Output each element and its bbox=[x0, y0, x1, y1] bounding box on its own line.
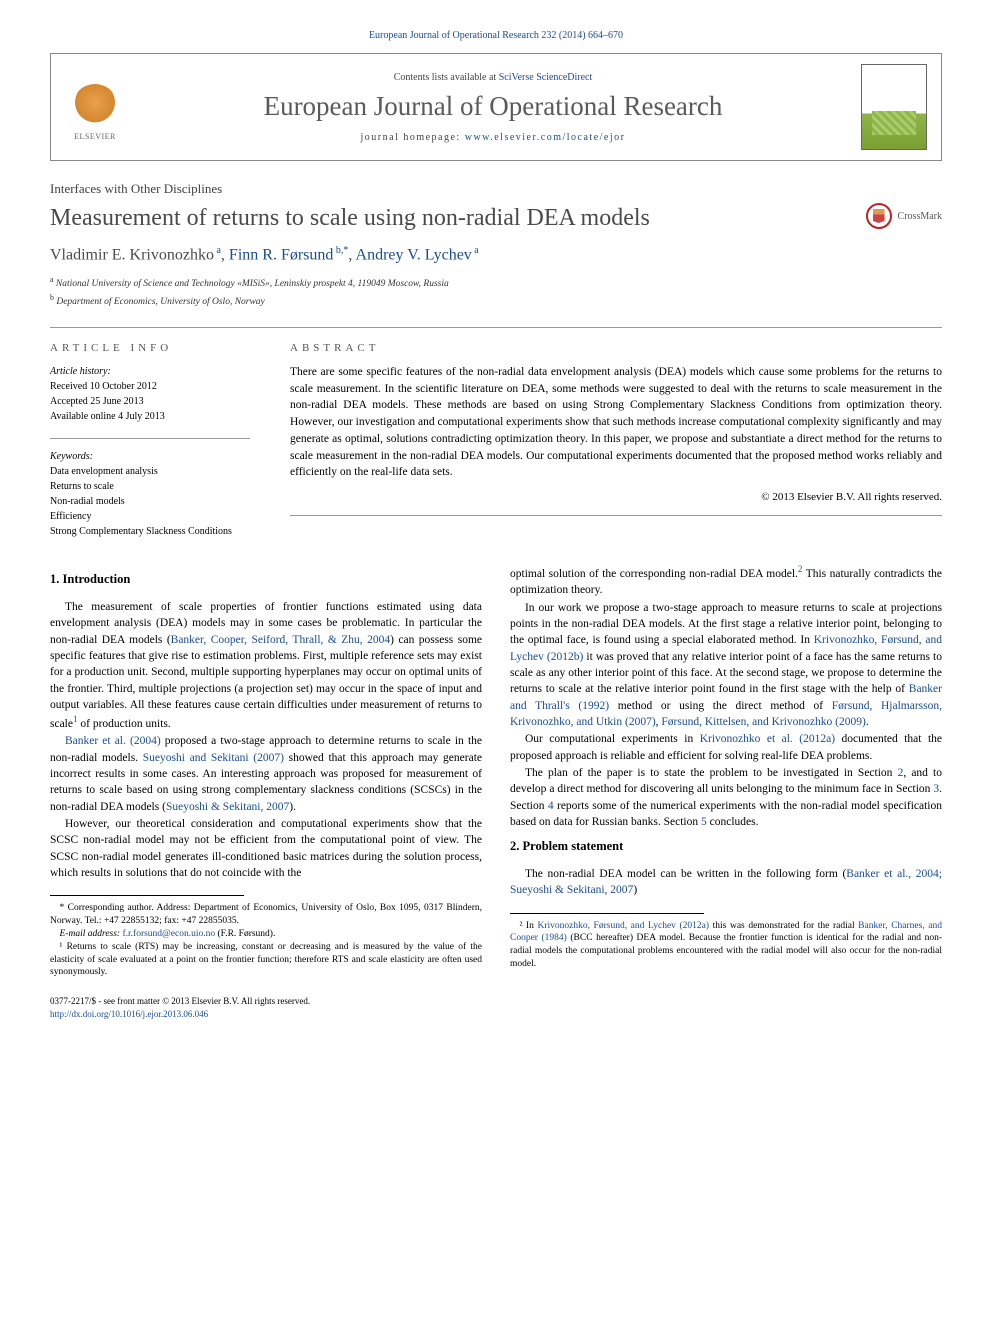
ref-sueyoshi-2007[interactable]: Sueyoshi and Sekitani (2007) bbox=[143, 752, 284, 764]
footnote-email: E-mail address: f.r.forsund@econ.uio.no … bbox=[50, 928, 482, 941]
article-info-left: article info Article history: Received 1… bbox=[50, 327, 250, 539]
history-received: Received 10 October 2012 bbox=[50, 379, 250, 394]
contents-available-line: Contents lists available at SciVerse Sci… bbox=[139, 72, 847, 83]
article-info-row: article info Article history: Received 1… bbox=[50, 327, 942, 539]
article-title: Measurement of returns to scale using no… bbox=[50, 203, 650, 233]
email-who: (F.R. Førsund). bbox=[218, 929, 276, 939]
email-label: E-mail address: bbox=[60, 929, 121, 939]
s1-p3: However, our theoretical consideration a… bbox=[50, 816, 482, 881]
section-2-title: 2. Problem statement bbox=[510, 838, 942, 856]
history-accepted: Accepted 25 June 2013 bbox=[50, 394, 250, 409]
crossmark-label: CrossMark bbox=[898, 211, 942, 222]
keywords-block: Keywords: Data envelopment analysis Retu… bbox=[50, 438, 250, 539]
ref-sueyoshi-2007-b[interactable]: Sueyoshi & Sekitani, 2007 bbox=[166, 801, 289, 813]
email-link[interactable]: f.r.forsund@econ.uio.no bbox=[122, 929, 215, 939]
footer-issn: 0377-2217/$ - see front matter © 2013 El… bbox=[50, 995, 942, 1008]
ref-krivonozhko-2012a[interactable]: Krivonozhko et al. (2012a) bbox=[700, 733, 835, 745]
sciencedirect-link[interactable]: SciVerse ScienceDirect bbox=[499, 72, 593, 83]
elsevier-logo: ELSEVIER bbox=[65, 73, 125, 141]
ref-banker-2004-b[interactable]: Banker et al. (2004) bbox=[65, 735, 161, 747]
header-center: Contents lists available at SciVerse Sci… bbox=[139, 72, 847, 143]
author-2-link[interactable]: Finn R. Førsund bbox=[229, 246, 333, 263]
article-info-header: article info bbox=[50, 342, 250, 354]
author-3-aff: a bbox=[472, 245, 479, 256]
keyword-3: Non-radial models bbox=[50, 494, 250, 509]
crossmark-badge[interactable]: CrossMark bbox=[866, 203, 942, 229]
affiliation-a: a National University of Science and Tec… bbox=[50, 274, 942, 291]
article-section-tag: Interfaces with Other Disciplines bbox=[50, 181, 942, 197]
article-body: 1. Introduction The measurement of scale… bbox=[50, 563, 942, 979]
elsevier-text: ELSEVIER bbox=[74, 132, 116, 141]
keyword-1: Data envelopment analysis bbox=[50, 464, 250, 479]
s1-p2: Banker et al. (2004) proposed a two-stag… bbox=[50, 733, 482, 815]
ref-krivonozhko-2012a-fn[interactable]: Krivonozhko, Førsund, and Lychev (2012a) bbox=[537, 921, 709, 931]
journal-header-box: ELSEVIER Contents lists available at Sci… bbox=[50, 53, 942, 161]
footnote-1: ¹ Returns to scale (RTS) may be increasi… bbox=[50, 941, 482, 979]
history-label: Article history: bbox=[50, 364, 250, 379]
authors-line: Vladimir E. Krivonozhko a, Finn R. Førsu… bbox=[50, 245, 942, 264]
doi-link[interactable]: http://dx.doi.org/10.1016/j.ejor.2013.06… bbox=[50, 1009, 208, 1019]
footnote-separator-left bbox=[50, 895, 244, 896]
abstract-text: There are some specific features of the … bbox=[290, 364, 942, 481]
keyword-2: Returns to scale bbox=[50, 479, 250, 494]
ref-forsund-2009[interactable]: Førsund, Kittelsen, and Krivonozhko (200… bbox=[661, 716, 865, 728]
author-2-aff: b,* bbox=[333, 245, 348, 256]
journal-cover-thumbnail bbox=[861, 64, 927, 150]
footnote-2: ² In Krivonozhko, Førsund, and Lychev (2… bbox=[510, 920, 942, 971]
abstract-block: abstract There are some specific feature… bbox=[290, 327, 942, 539]
affiliations: a National University of Science and Tec… bbox=[50, 274, 942, 309]
section-1-title: 1. Introduction bbox=[50, 571, 482, 589]
abstract-header: abstract bbox=[290, 342, 942, 354]
elsevier-tree-icon bbox=[72, 84, 118, 130]
s1-p1: The measurement of scale properties of f… bbox=[50, 599, 482, 732]
crossmark-icon bbox=[866, 203, 892, 229]
s1-p3-cont: optimal solution of the corresponding no… bbox=[510, 563, 942, 598]
keywords-label: Keywords: bbox=[50, 449, 250, 464]
footnote-separator-right bbox=[510, 913, 704, 914]
ref-banker-2004[interactable]: Banker, Cooper, Seiford, Thrall, & Zhu, … bbox=[171, 634, 390, 646]
journal-title: European Journal of Operational Research bbox=[139, 91, 847, 122]
title-row: Measurement of returns to scale using no… bbox=[50, 203, 942, 245]
s1-p5: Our computational experiments in Krivono… bbox=[510, 731, 942, 764]
abstract-copyright: © 2013 Elsevier B.V. All rights reserved… bbox=[290, 491, 942, 516]
journal-homepage-link[interactable]: www.elsevier.com/locate/ejor bbox=[465, 132, 626, 143]
keyword-5: Strong Complementary Slackness Condition… bbox=[50, 524, 250, 539]
journal-reference: European Journal of Operational Research… bbox=[50, 30, 942, 41]
history-online: Available online 4 July 2013 bbox=[50, 409, 250, 424]
contents-prefix: Contents lists available at bbox=[394, 72, 499, 83]
journal-homepage-line: journal homepage: www.elsevier.com/locat… bbox=[139, 132, 847, 143]
page-footer: 0377-2217/$ - see front matter © 2013 El… bbox=[50, 995, 942, 1020]
author-3-link[interactable]: Andrey V. Lychev bbox=[356, 246, 472, 263]
keyword-4: Efficiency bbox=[50, 509, 250, 524]
affiliation-b: b Department of Economics, University of… bbox=[50, 292, 942, 309]
author-1: Vladimir E. Krivonozhko bbox=[50, 246, 214, 263]
author-1-aff: a bbox=[214, 245, 221, 256]
homepage-prefix: journal homepage: bbox=[361, 132, 465, 143]
footnote-corresponding: * Corresponding author. Address: Departm… bbox=[50, 902, 482, 928]
s1-p4: In our work we propose a two-stage appro… bbox=[510, 600, 942, 731]
footer-doi: http://dx.doi.org/10.1016/j.ejor.2013.06… bbox=[50, 1008, 942, 1021]
s2-p1: The non-radial DEA model can be written … bbox=[510, 866, 942, 899]
article-history: Article history: Received 10 October 201… bbox=[50, 364, 250, 424]
s1-p6: The plan of the paper is to state the pr… bbox=[510, 765, 942, 830]
